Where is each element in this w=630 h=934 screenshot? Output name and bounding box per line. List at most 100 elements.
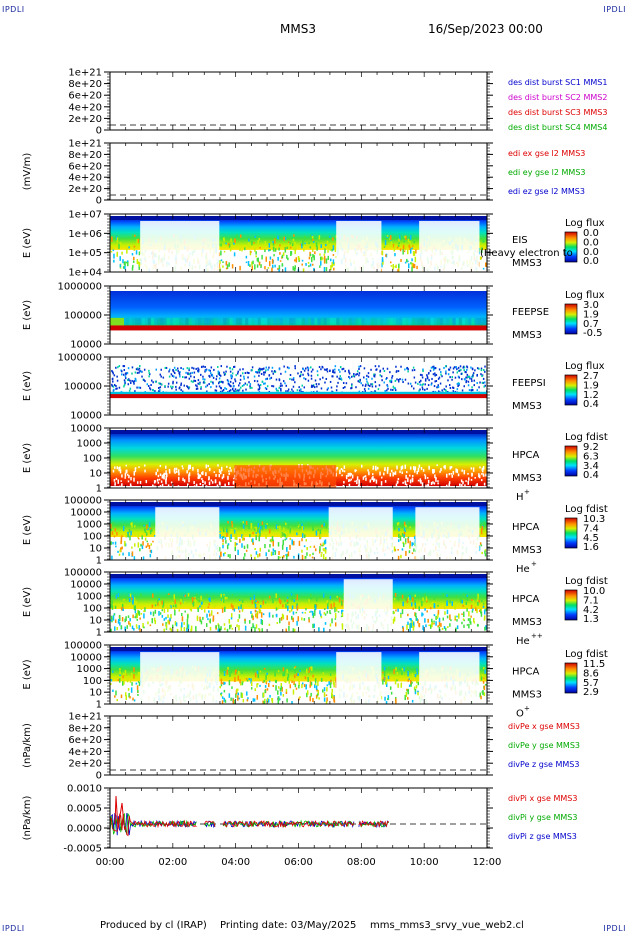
heatmap-cell bbox=[422, 613, 424, 616]
heatmap-cell bbox=[310, 374, 313, 377]
heatmap-cell bbox=[293, 681, 295, 685]
heatmap-cell bbox=[215, 378, 218, 381]
heatmap-cell bbox=[437, 386, 440, 389]
heatmap-cell bbox=[226, 529, 229, 534]
heatmap-cell bbox=[474, 317, 478, 325]
heatmap-cell bbox=[308, 599, 310, 603]
heatmap-gap bbox=[343, 579, 393, 632]
colorbar-value: 1.9 bbox=[583, 309, 599, 320]
heatmap-cell bbox=[433, 603, 436, 609]
heatmap-cell bbox=[452, 386, 454, 389]
heatmap-cell bbox=[228, 243, 231, 248]
heatmap-cell bbox=[260, 372, 263, 375]
heatmap-cell bbox=[330, 265, 332, 271]
heatmap-cell bbox=[324, 248, 326, 254]
heatmap-cell bbox=[136, 239, 139, 245]
heatmap-cell bbox=[206, 390, 208, 393]
heatmap-cell bbox=[309, 545, 312, 548]
heatmap-cell bbox=[181, 376, 184, 379]
overlay-label: (Heavy electron to bbox=[480, 248, 573, 259]
heatmap-cell bbox=[220, 552, 222, 556]
heatmap-cell bbox=[242, 368, 244, 371]
heatmap-cell bbox=[212, 376, 215, 379]
heatmap-cell bbox=[124, 375, 127, 378]
heatmap-cell bbox=[158, 478, 161, 481]
heatmap-cell bbox=[197, 367, 199, 370]
heatmap-cell bbox=[416, 668, 418, 672]
heatmap-cell bbox=[395, 609, 397, 612]
heatmap-cell bbox=[292, 390, 294, 393]
heatmap-cell bbox=[382, 679, 384, 685]
heatmap-cell bbox=[205, 385, 207, 388]
heatmap-cell bbox=[138, 317, 142, 325]
heatmap-cell bbox=[451, 474, 453, 478]
heatmap-cell bbox=[265, 533, 267, 536]
heatmap-cell bbox=[230, 238, 232, 243]
heatmap-cell bbox=[132, 601, 134, 605]
heatmap-cell bbox=[281, 544, 284, 550]
heatmap-cell bbox=[254, 235, 257, 238]
heatmap-cell bbox=[197, 317, 202, 325]
heatmap-cell bbox=[181, 596, 183, 601]
heatmap-cell bbox=[139, 480, 142, 484]
heatmap-cell bbox=[399, 535, 402, 541]
heatmap-cell bbox=[169, 617, 171, 622]
heatmap-cell bbox=[275, 685, 277, 691]
heatmap-cell bbox=[465, 371, 467, 374]
heatmap-cell bbox=[458, 383, 460, 386]
heatmap-cell bbox=[277, 699, 280, 704]
heatmap-cell bbox=[400, 259, 402, 262]
heatmap-cell bbox=[411, 478, 414, 483]
heatmap-cell bbox=[397, 555, 400, 560]
heatmap-cell bbox=[124, 377, 127, 380]
heatmap-cell bbox=[283, 236, 286, 241]
heatmap-cell bbox=[235, 602, 238, 608]
colorbar-value: 9.2 bbox=[583, 442, 599, 453]
heatmap-cell bbox=[238, 697, 240, 700]
heatmap-cell bbox=[332, 369, 334, 372]
heatmap-cell bbox=[286, 555, 288, 560]
heatmap-cell bbox=[259, 247, 261, 249]
heatmap-cell bbox=[176, 628, 179, 632]
heatmap-cell bbox=[473, 384, 476, 387]
heatmap-cell bbox=[247, 261, 250, 266]
heatmap-cell bbox=[284, 247, 287, 253]
heatmap-cell bbox=[122, 317, 127, 325]
heatmap-cell bbox=[223, 623, 226, 626]
heatmap-cell bbox=[159, 373, 162, 376]
heatmap-cell bbox=[113, 383, 116, 386]
heatmap-cell bbox=[165, 480, 167, 485]
heatmap-cell bbox=[189, 607, 192, 611]
heatmap-cell bbox=[406, 366, 409, 369]
heatmap-cell bbox=[409, 479, 412, 484]
heatmap-cell bbox=[404, 245, 407, 251]
heatmap-cell bbox=[271, 370, 273, 373]
heatmap-cell bbox=[251, 240, 253, 246]
legend-entry: edi ex gse l2 MMS3 bbox=[508, 149, 585, 158]
heatmap-cell bbox=[397, 597, 400, 601]
heatmap-cell bbox=[236, 389, 239, 392]
heatmap-cell bbox=[411, 552, 414, 555]
heatmap-cell bbox=[293, 628, 296, 632]
heatmap-cell bbox=[394, 471, 397, 475]
heatmap-cell bbox=[221, 536, 224, 540]
y-tick-label: 10 bbox=[89, 469, 102, 480]
heatmap-cell bbox=[386, 385, 389, 388]
heatmap-cell bbox=[314, 317, 318, 325]
heatmap-cell bbox=[435, 380, 438, 383]
heatmap-cell bbox=[160, 375, 162, 378]
heatmap-cell bbox=[455, 595, 458, 598]
heatmap-cell bbox=[152, 593, 154, 598]
heatmap-cell bbox=[285, 522, 287, 526]
heatmap-cell bbox=[470, 615, 472, 618]
heatmap-cell bbox=[120, 540, 122, 545]
heatmap-cell bbox=[390, 381, 393, 384]
heatmap-cell bbox=[367, 317, 372, 325]
colorbar-value: 2.7 bbox=[583, 371, 599, 382]
heatmap-cell bbox=[455, 317, 460, 325]
heatmap-cell bbox=[355, 469, 357, 472]
heatmap-cell bbox=[265, 369, 267, 372]
heatmap-cell bbox=[326, 368, 328, 371]
heatmap-cell bbox=[322, 257, 324, 260]
